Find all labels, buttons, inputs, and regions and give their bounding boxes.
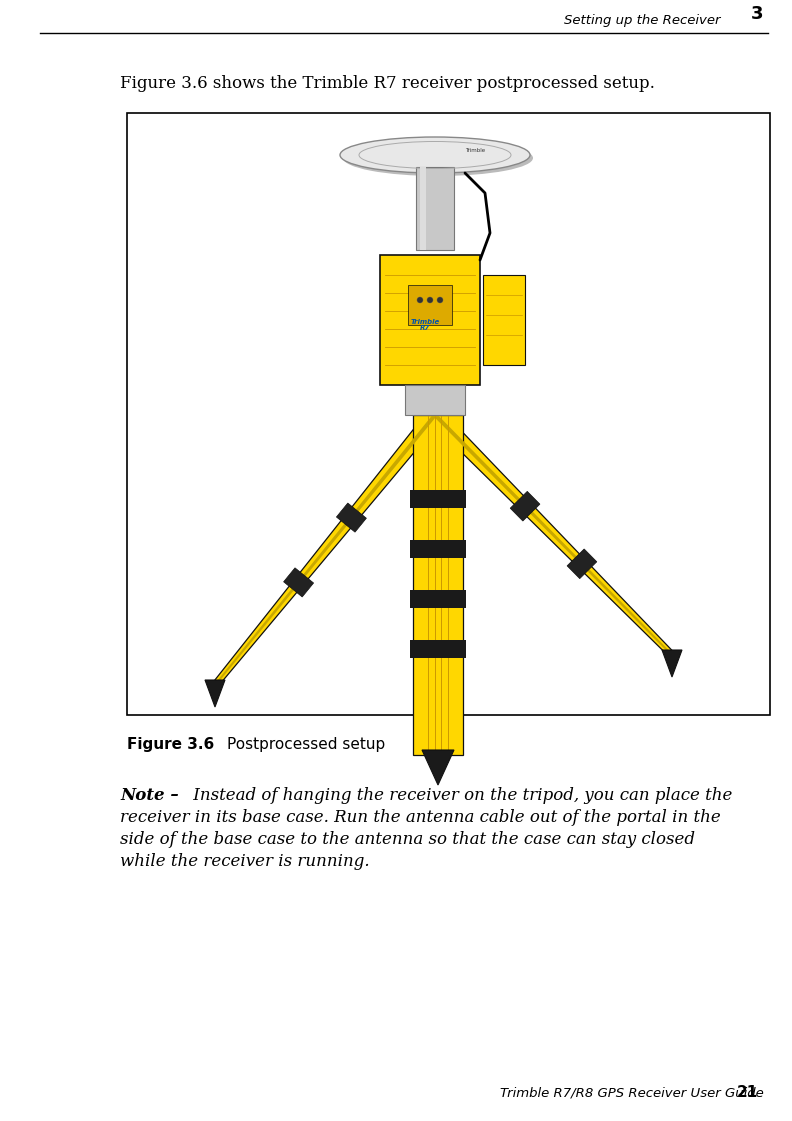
Polygon shape [567,549,597,578]
Text: 21: 21 [737,1085,758,1100]
Ellipse shape [343,140,533,176]
Bar [410,540,466,558]
Polygon shape [662,650,682,677]
Ellipse shape [417,297,423,303]
Ellipse shape [437,297,443,303]
Text: Note –: Note – [120,787,179,804]
Ellipse shape [427,297,433,303]
Bar [410,640,466,658]
Bar [416,167,454,250]
Text: Postprocessed setup: Postprocessed setup [227,736,385,752]
Bar [410,490,466,508]
Bar [405,385,465,415]
Polygon shape [337,503,367,532]
Polygon shape [212,410,441,687]
Bar [413,415,463,756]
Bar [408,285,452,325]
Text: Setting up the Receiver: Setting up the Receiver [563,13,720,27]
Text: Trimble
R7: Trimble R7 [410,318,440,332]
Polygon shape [422,750,454,785]
Polygon shape [429,409,674,657]
Polygon shape [205,680,225,707]
Polygon shape [284,568,314,597]
Text: receiver in its base case. Run the antenna cable out of the portal in the: receiver in its base case. Run the anten… [120,809,721,826]
Text: side of the base case to the antenna so that the case can stay closed: side of the base case to the antenna so … [120,831,695,847]
Text: Trimble: Trimble [465,148,485,154]
Polygon shape [214,414,436,686]
Bar [483,275,525,365]
Text: Figure 3.6 shows the Trimble R7 receiver postprocessed setup.: Figure 3.6 shows the Trimble R7 receiver… [120,75,655,92]
Text: Figure 3.6: Figure 3.6 [127,736,215,752]
Polygon shape [433,414,672,656]
Text: Trimble R7/R8 GPS Receiver User Guide: Trimble R7/R8 GPS Receiver User Guide [500,1087,763,1100]
Text: while the receiver is running.: while the receiver is running. [120,853,370,870]
Polygon shape [510,491,540,521]
Text: 3: 3 [751,4,763,24]
Bar [380,254,480,385]
Bar [420,167,426,250]
Bar [410,590,466,608]
Bar [127,113,770,715]
Text: Instead of hanging the receiver on the tripod, you can place the: Instead of hanging the receiver on the t… [188,787,733,804]
Ellipse shape [340,137,530,173]
